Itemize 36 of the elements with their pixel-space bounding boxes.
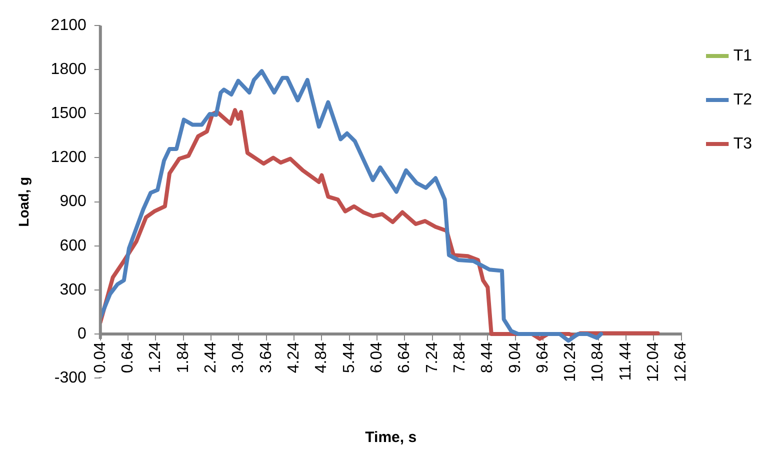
x-tick-label: 4.84: [313, 342, 330, 374]
x-tick-label: 2.44: [202, 342, 220, 374]
x-axis-title: Time, s: [365, 429, 417, 446]
x-tick-label: 6.64: [396, 342, 414, 374]
x-tick-label: 6.04: [368, 342, 386, 374]
y-tick-label: 300: [60, 281, 86, 298]
x-tick-label: 8.44: [479, 342, 496, 374]
y-tick-label: 1500: [50, 105, 86, 122]
legend-label: T1: [733, 47, 752, 64]
y-tick-label: 1200: [50, 149, 86, 166]
x-tick-label: 7.24: [424, 342, 441, 374]
y-tick-label: 600: [60, 237, 86, 254]
y-tick-label: -300: [54, 369, 86, 386]
y-tick-label: 900: [60, 193, 86, 210]
x-tick-label: 0.04: [92, 342, 109, 374]
x-tick-label: 3.64: [258, 342, 275, 374]
x-tick-label: 10.24: [562, 342, 580, 382]
y-tick-label: 0: [77, 325, 86, 342]
legend-label: T2: [733, 91, 752, 108]
x-tick-label: 7.84: [451, 342, 468, 374]
x-tick-label: 3.04: [230, 342, 248, 374]
x-tick-label: 0.64: [119, 342, 136, 374]
x-tick-label: 1.24: [147, 342, 164, 374]
x-tick-label: 11.44: [617, 342, 634, 381]
legend-label: T3: [733, 135, 752, 152]
x-tick-label: 12.04: [645, 342, 662, 382]
y-axis-title: Load, g: [15, 176, 32, 227]
x-tick-label: 10.84: [590, 342, 607, 382]
x-tick-label: 12.64: [672, 342, 690, 382]
x-tick-label: 1.84: [174, 342, 192, 374]
x-tick-label: 9.04: [506, 342, 524, 374]
y-tick-label: 2100: [50, 17, 86, 34]
x-tick-label: 9.64: [534, 342, 552, 374]
y-tick-label: 1800: [50, 61, 86, 78]
x-tick-label: 4.24: [285, 342, 302, 374]
x-tick-label: 5.44: [340, 342, 358, 374]
